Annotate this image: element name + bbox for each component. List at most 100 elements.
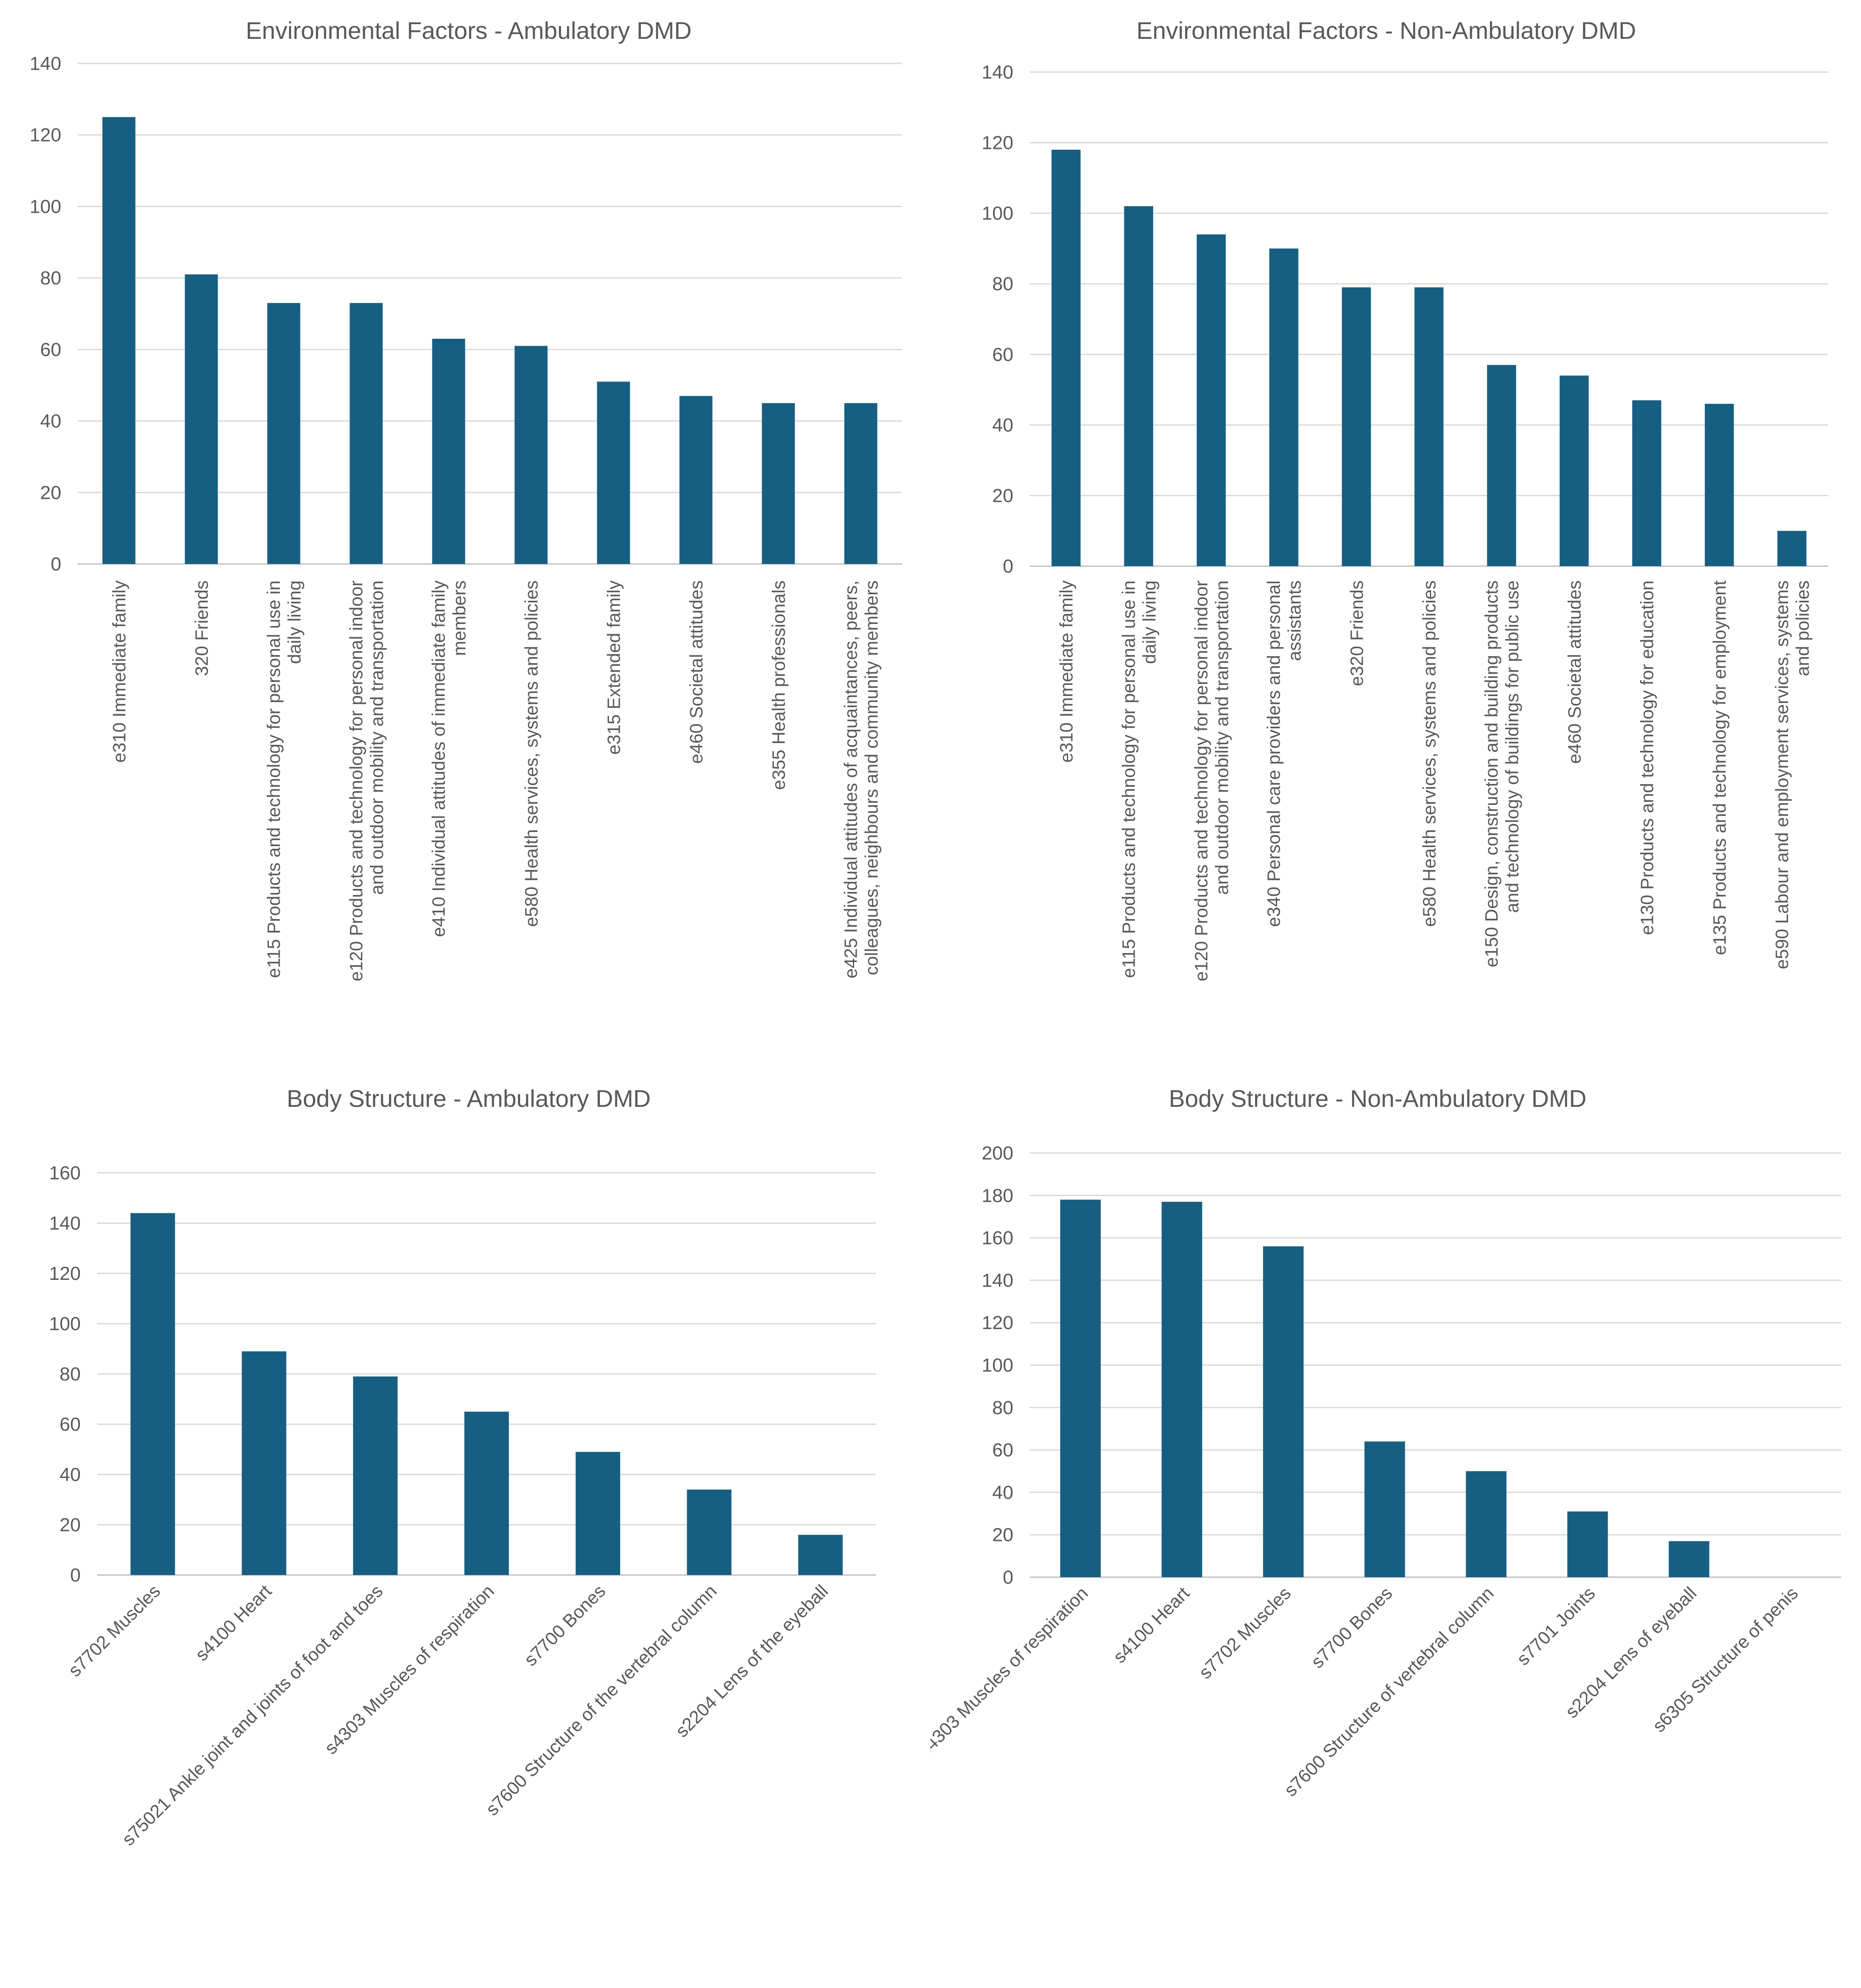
x-category-label: e150 Design, construction and building p… [1481, 580, 1522, 967]
y-tick-label: 80 [40, 268, 61, 289]
bar [1364, 1441, 1405, 1577]
x-category-label: s7700 Bones [520, 1581, 609, 1670]
y-tick-label: 100 [30, 196, 61, 217]
bar [1196, 234, 1226, 566]
bar [1777, 531, 1807, 566]
bar [687, 1489, 732, 1575]
y-tick-label: 100 [982, 203, 1013, 224]
y-tick-label: 180 [982, 1185, 1013, 1206]
bar [1559, 375, 1589, 566]
bar [762, 403, 795, 564]
x-category-label: e580 Health services, systems and polici… [1419, 580, 1439, 927]
x-category-label: e120 Products and technology for persona… [1191, 580, 1232, 981]
y-tick-label: 120 [982, 132, 1013, 154]
chart-title: Body Structure - Non-Ambulatory DMD [1169, 1085, 1587, 1112]
y-tick-label: 40 [40, 411, 61, 432]
x-category-label: e115 Products and technology for persona… [264, 580, 305, 978]
x-category-label: e115 Products and technology for persona… [1118, 580, 1159, 978]
bar [1632, 400, 1662, 566]
x-category-label: e135 Products and technology for employm… [1710, 580, 1730, 955]
y-tick-label: 20 [992, 485, 1013, 506]
chart-svg-2: Body Structure - Ambulatory DMD 0 20 40 60 8… [49, 1085, 876, 1849]
x-category-label: s7700 Bones [1307, 1583, 1396, 1672]
y-tick-label: 120 [982, 1312, 1013, 1333]
chart-environmental-ambulatory: Environmental Factors - Ambulatory DMD 0… [0, 0, 930, 1079]
plot-area: 0 20 40 60 80 100 120 140 e310 Immediate family 3… [30, 53, 902, 981]
chart-title: Environmental Factors - Non-Ambulatory D… [1136, 17, 1636, 44]
y-tick-label: 20 [60, 1515, 81, 1536]
bar [353, 1376, 398, 1575]
bar [1414, 287, 1444, 566]
y-tick-label: 160 [982, 1228, 1013, 1249]
x-category-label: e460 Societal attitudes [686, 580, 707, 764]
x-category-label: 320 Friends [192, 580, 212, 676]
bar [1342, 287, 1371, 566]
x-category-label: e310 Immediate family [109, 580, 129, 763]
chart-environmental-non-ambulatory: Environmental Factors - Non-Ambulatory D… [930, 0, 1861, 1079]
chart-svg-0: Environmental Factors - Ambulatory DMD 0… [30, 17, 902, 981]
x-category-label: e130 Products and technology for educati… [1637, 580, 1657, 935]
y-tick-label: 100 [49, 1314, 81, 1335]
y-tick-label: 140 [30, 53, 61, 74]
x-category-label: s7702 Muscles [64, 1581, 164, 1680]
y-tick-label: 20 [992, 1525, 1013, 1546]
x-category-label: e355 Health professionals [769, 580, 789, 790]
y-tick-label: 120 [30, 125, 61, 146]
bar [130, 1213, 175, 1575]
y-tick-label: 100 [982, 1355, 1013, 1376]
bar [679, 396, 713, 564]
y-tick-label: 0 [1003, 556, 1013, 577]
x-category-label: s7701 Joints [1513, 1583, 1599, 1669]
bar [350, 303, 383, 564]
bar [575, 1452, 620, 1575]
x-category-label: s4100 Heart [191, 1581, 275, 1665]
y-tick-label: 140 [49, 1213, 81, 1234]
bar [1705, 403, 1734, 566]
x-category-label: e425 Individual attitudes of acquaintanc… [841, 580, 882, 978]
y-tick-label: 60 [60, 1414, 81, 1435]
y-tick-label: 160 [49, 1163, 81, 1184]
bar [1060, 1200, 1101, 1577]
y-tick-label: 140 [982, 1270, 1013, 1291]
y-tick-label: 60 [992, 344, 1013, 365]
x-category-label: s4100 Heart [1109, 1583, 1193, 1667]
x-category-label: e410 Individual attitudes of immediate f… [429, 580, 470, 937]
x-category-label: s75021 Ankle joint and joints of foot an… [118, 1581, 387, 1849]
bar [1051, 149, 1081, 566]
x-category-label: s4303 Muscles of respiration [930, 1583, 1092, 1760]
x-category-label: e310 Immediate family [1056, 580, 1076, 763]
y-tick-label: 60 [40, 339, 61, 360]
bar [267, 303, 300, 564]
plot-area: 0 20 40 60 80 100 120 140 e310 Immediate family e… [982, 62, 1828, 981]
x-category-label: s7702 Muscles [1195, 1583, 1295, 1682]
bar [1161, 1202, 1202, 1577]
bar [185, 274, 218, 564]
x-category-label: e580 Health services, systems and polici… [521, 580, 542, 927]
y-tick-label: 40 [60, 1464, 81, 1485]
y-tick-label: 60 [992, 1440, 1013, 1461]
x-category-label: e460 Societal attitudes [1564, 580, 1584, 764]
plot-area: 0 20 40 60 80 100 120 140 160 180 200 s4303 Muscles… [915, 1143, 1841, 1800]
x-category-label: s7600 Structure of the vertebral column [482, 1581, 720, 1819]
chart-body-structure-non-ambulatory: Body Structure - Non-Ambulatory DMD 0 20 4… [915, 1079, 1861, 1986]
x-category-label: e340 Personal care providers and persona… [1264, 580, 1305, 927]
bar [1487, 365, 1516, 566]
y-tick-label: 140 [982, 62, 1013, 83]
y-tick-label: 120 [49, 1263, 81, 1284]
y-tick-label: 0 [70, 1565, 81, 1586]
bar [1269, 248, 1299, 566]
y-tick-label: 20 [40, 482, 61, 503]
bar [1466, 1471, 1507, 1577]
y-tick-label: 40 [992, 1482, 1013, 1503]
bar [597, 381, 630, 564]
bar [102, 117, 136, 564]
bar [1124, 206, 1153, 566]
y-tick-label: 40 [992, 415, 1013, 436]
bar [844, 403, 877, 564]
x-category-label: e590 Labour and employment services, sys… [1772, 580, 1813, 969]
x-category-label: e120 Products and technology for persona… [346, 580, 387, 981]
y-tick-label: 200 [982, 1143, 1013, 1164]
bar [1263, 1246, 1304, 1577]
y-tick-label: 0 [51, 554, 61, 575]
y-tick-label: 80 [992, 1397, 1013, 1418]
